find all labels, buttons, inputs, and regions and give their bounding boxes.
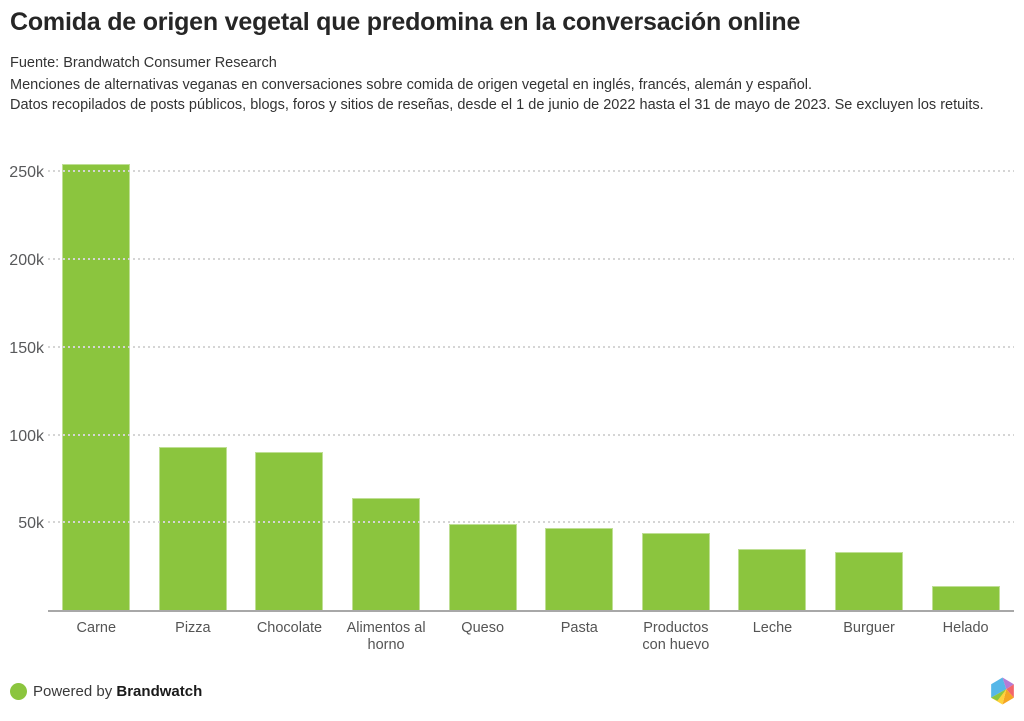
gridline xyxy=(48,521,1014,524)
x-axis-label-text: Chocolate xyxy=(256,620,323,636)
bar-leche xyxy=(738,548,807,610)
x-axis-label: Queso xyxy=(434,620,531,654)
y-tick-label: 50k xyxy=(18,515,44,533)
bar-slot xyxy=(241,150,338,610)
x-axis-label: Productos con huevo xyxy=(628,620,725,654)
bar-slot xyxy=(48,150,145,610)
bar-pasta xyxy=(545,527,614,610)
bar-pizza xyxy=(158,446,227,610)
bar-chocolate xyxy=(255,452,324,610)
x-axis-label-text: Helado xyxy=(942,620,989,636)
y-axis: 50k 100k 150k 200k 250k xyxy=(0,150,44,612)
x-axis-label-text: Queso xyxy=(461,620,505,636)
x-axis-label: Leche xyxy=(724,620,821,654)
gridline xyxy=(48,170,1014,173)
bar-slot xyxy=(434,150,531,610)
bar-slot xyxy=(145,150,242,610)
x-axis-label: Alimentos al horno xyxy=(338,620,435,654)
gridline xyxy=(48,258,1014,261)
bar-carne xyxy=(62,164,131,610)
source-line: Fuente: Brandwatch Consumer Research xyxy=(10,55,277,71)
bar-slot xyxy=(821,150,918,610)
bars xyxy=(48,150,1014,610)
x-axis-label-text: Pasta xyxy=(560,620,598,636)
y-tick-label: 100k xyxy=(9,427,44,445)
x-axis-label-text: Leche xyxy=(752,620,793,636)
x-axis-label: Carne xyxy=(48,620,145,654)
brand-name: Brandwatch xyxy=(116,683,203,700)
bar-productos-con-huevo xyxy=(641,532,710,610)
description-line-2: Datos recopilados de posts públicos, blo… xyxy=(10,97,984,113)
bar-slot xyxy=(724,150,821,610)
chart-header: Comida de origen vegetal que predomina e… xyxy=(10,6,1014,38)
x-axis-label: Helado xyxy=(917,620,1014,654)
bar-slot xyxy=(628,150,725,610)
bar-burguer xyxy=(835,552,904,610)
powered-by-text: Powered by Brandwatch xyxy=(33,683,202,700)
description-line-1: Menciones de alternativas veganas en con… xyxy=(10,77,813,93)
brandwatch-logo-icon xyxy=(991,677,1014,705)
bar-slot xyxy=(338,150,435,610)
bar-chart: 50k 100k 150k 200k 250k Carne Pizza Chocolate A… xyxy=(0,150,1024,660)
y-tick-label: 150k xyxy=(9,339,44,357)
bar-alimentos-al-horno xyxy=(352,497,421,610)
x-axis-label: Pasta xyxy=(531,620,628,654)
gridline xyxy=(48,433,1014,436)
page-title: Comida de origen vegetal que predomina e… xyxy=(10,8,801,36)
y-tick-label: 250k xyxy=(9,164,44,182)
bar-helado xyxy=(931,586,1000,610)
powered-by-prefix: Powered by xyxy=(33,683,117,700)
x-axis-label: Pizza xyxy=(145,620,242,654)
footer: Powered by Brandwatch xyxy=(10,683,202,700)
plot-area xyxy=(48,150,1014,612)
y-tick-label: 200k xyxy=(9,252,44,270)
gridline xyxy=(48,345,1014,348)
x-axis-label-text: Alimentos al horno xyxy=(346,620,426,653)
bar-queso xyxy=(448,524,517,610)
brandwatch-dot-icon xyxy=(10,683,27,700)
bar-slot xyxy=(917,150,1014,610)
x-axis-label-text: Carne xyxy=(76,620,117,636)
x-axis-label-text: Burguer xyxy=(843,620,895,636)
x-axis-labels: Carne Pizza Chocolate Alimentos al horno Que… xyxy=(48,620,1014,654)
x-axis-label: Chocolate xyxy=(241,620,338,654)
x-axis-label-text: Productos con huevo xyxy=(642,620,710,653)
x-axis-label: Burguer xyxy=(821,620,918,654)
x-axis-label-text: Pizza xyxy=(175,620,211,636)
bar-slot xyxy=(531,150,628,610)
